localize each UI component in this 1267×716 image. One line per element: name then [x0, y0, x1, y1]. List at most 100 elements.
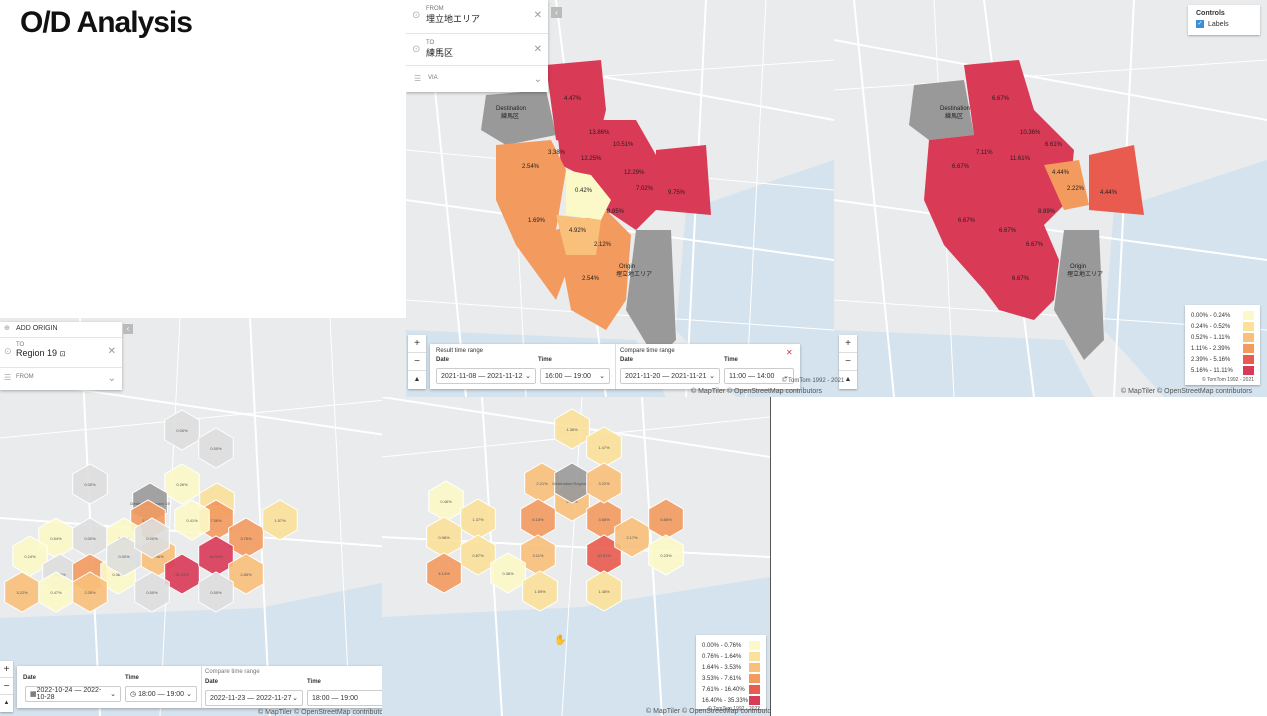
hex-value-label: 0.23% — [660, 553, 672, 558]
hex-cell[interactable] — [586, 462, 622, 504]
hex-cell[interactable] — [72, 571, 108, 613]
destination-label: Destination — [496, 106, 526, 112]
date-label: Date — [23, 675, 37, 681]
result-time-value: 16:00 — 19:00 — [545, 372, 591, 380]
compass-button[interactable]: ▲ — [844, 376, 852, 383]
legend-item-label: 3.53% - 7.61% — [702, 675, 742, 682]
hex-value-label: 0.00% — [118, 554, 130, 559]
bottom-left-map[interactable]: 0.00% 0.00% 0.00% 0.26% Destination Region 1… — [0, 318, 406, 716]
from-label: FROM — [16, 374, 34, 380]
zoom-in-button[interactable]: + — [408, 335, 426, 353]
compare-time-select[interactable]: 11:00 — 14:00 ⌄ — [724, 368, 794, 384]
result-time-select[interactable]: ◷ 18:00 — 19:00 ⌄ — [125, 686, 197, 702]
chevron-left-icon: ‹ — [126, 324, 130, 333]
compare-time-select[interactable]: 18:00 — 19:00⌄ — [307, 690, 405, 706]
compass-button[interactable]: ▲ — [3, 700, 10, 706]
od-route-panel: ⊙ FROM 埋立地エリア ✕ ⊙ TO 練馬区 ✕ ☰ VIA ⌄ — [406, 0, 548, 92]
clear-to-icon[interactable]: ✕ — [107, 346, 116, 357]
hex-cell[interactable] — [586, 426, 622, 468]
hex-cell[interactable] — [262, 499, 298, 541]
labels-toggle[interactable]: ✓ Labels — [1196, 20, 1252, 28]
zoom-out-button[interactable]: − — [408, 353, 426, 371]
controls-title: Controls — [1196, 10, 1225, 17]
checkbox-checked-icon[interactable]: ✓ — [1196, 20, 1204, 28]
hex-value-label: 10.91% — [597, 553, 611, 558]
via-field[interactable]: ☰ VIA ⌄ — [406, 66, 548, 92]
close-compare-icon[interactable]: ✕ — [786, 348, 793, 357]
compare-time-caption: Compare time range — [205, 669, 260, 675]
legend-item-label: 5.16% - 11.11% — [1191, 367, 1233, 374]
bottom-middle-map[interactable]: 1.36%1.47%2.21%2.67%0.46%6.18%1.37%3.58%… — [382, 397, 770, 716]
result-time-caption: Result time range — [436, 348, 484, 354]
to-label: TO — [16, 342, 25, 348]
add-origin-button[interactable]: ⊕ ADD ORIGIN — [0, 322, 122, 338]
top-left-map[interactable]: Destination 練馬区 Origin 埋立地エリア 4.47% 13.8… — [406, 0, 834, 397]
top-right-map[interactable]: Destination 練馬区 Origin 埋立地エリア 6.67% 10.3… — [834, 0, 1267, 397]
collapse-panel-button[interactable]: ‹ — [123, 324, 133, 334]
result-time-select[interactable]: 16:00 — 19:00 ⌄ — [540, 368, 610, 384]
hex-cell[interactable] — [426, 552, 462, 594]
legend-item: 0.24% - 0.52% — [1191, 321, 1254, 332]
result-date-select[interactable]: 2021-11-08 — 2021-11-12 ⌄ — [436, 368, 536, 384]
legend-bottom: 0.00% - 0.76% 0.76% - 1.64% 1.64% - 3.53… — [696, 635, 766, 712]
hex-value-label: 0.47% — [50, 590, 62, 595]
hex-cell[interactable] — [198, 427, 234, 469]
clear-from-icon[interactable]: ✕ — [533, 10, 542, 21]
legend-item-label: 7.61% - 16.40% — [702, 686, 745, 693]
from-field[interactable]: ⊙ FROM 埋立地エリア ✕ — [406, 0, 548, 34]
chevron-down-icon: ⌄ — [525, 373, 531, 380]
hex-cell[interactable] — [134, 571, 170, 613]
time-range-bar: Date Time ▦ 2022-10-24 — 2022-10-28 ⌄ ◷ 18:… — [17, 666, 406, 708]
hand-cursor-icon: ✋ — [832, 245, 834, 256]
hex-cell[interactable] — [72, 463, 108, 505]
hex-cell[interactable] — [648, 498, 684, 540]
zoom-out-button[interactable]: − — [839, 353, 857, 371]
hex-cell[interactable] — [586, 534, 622, 576]
to-field[interactable]: ⊙ TO Region 19 ⊡ ✕ — [0, 338, 122, 368]
compare-time-value: 18:00 — 19:00 — [312, 694, 358, 702]
legend-swatch — [1243, 355, 1254, 364]
collapse-panel-button[interactable]: ‹ — [551, 7, 562, 18]
hex-cell[interactable] — [586, 570, 622, 612]
hex-value-label: 0.00% — [210, 590, 222, 595]
legend-item-label: 0.24% - 0.52% — [1191, 323, 1231, 330]
compare-date-select[interactable]: 2021-11-20 — 2021-11-21 ⌄ — [620, 368, 720, 384]
result-date-select[interactable]: ▦ 2022-10-24 — 2022-10-28 ⌄ — [25, 686, 121, 702]
hex-value-label: 0.00% — [84, 482, 96, 487]
hex-cell[interactable] — [106, 535, 142, 577]
legend-swatch — [749, 696, 760, 705]
zoom-controls: + − ▲ — [839, 335, 857, 389]
compare-date-select[interactable]: 2022-11-23 — 2022-11-27 ⌄ — [205, 690, 303, 706]
region-label: 4.44% — [1052, 170, 1070, 176]
hex-cell[interactable] — [198, 571, 234, 613]
via-label: VIA — [428, 75, 438, 81]
region-label: 8.89% — [1038, 209, 1056, 215]
zoom-out-button[interactable]: − — [0, 678, 13, 695]
hex-cell[interactable] — [520, 498, 556, 540]
top-left-region-labels: Destination 練馬区 Origin 埋立地エリア 4.47% 13.8… — [496, 96, 686, 282]
to-field[interactable]: ⊙ TO 練馬区 ✕ — [406, 34, 548, 66]
zoom-in-button[interactable]: + — [839, 335, 857, 353]
to-value-text: Region 19 — [16, 348, 58, 358]
location-pin-icon: ⊙ — [4, 346, 12, 356]
hex-cell[interactable] — [522, 570, 558, 612]
origin-name: 埋立地エリア — [616, 270, 652, 278]
region-label: 6.67% — [1026, 242, 1044, 248]
hex-value-label: 0.00% — [176, 428, 188, 433]
hex-cell[interactable] — [174, 499, 210, 541]
hex-cell[interactable] — [648, 534, 684, 576]
zoom-in-button[interactable]: + — [0, 661, 13, 678]
compass-button[interactable]: ▲ — [413, 376, 421, 383]
hand-cursor-icon: ✋ — [554, 635, 567, 646]
legend-item: 5.16% - 11.11% — [1191, 365, 1254, 376]
chevron-down-icon[interactable]: ⌄ — [533, 74, 542, 85]
from-field[interactable]: ☰ FROM ⌄ — [0, 368, 122, 388]
region-label: 13.86% — [589, 130, 610, 136]
chevron-down-icon[interactable]: ⌄ — [107, 373, 116, 384]
clear-to-icon[interactable]: ✕ — [533, 44, 542, 55]
legend-swatch — [749, 652, 760, 661]
region-label: 4.92% — [569, 228, 587, 234]
hex-cell[interactable] — [134, 517, 170, 559]
chevron-down-icon: ⌄ — [110, 691, 116, 698]
region-label: 3.38% — [548, 150, 566, 156]
